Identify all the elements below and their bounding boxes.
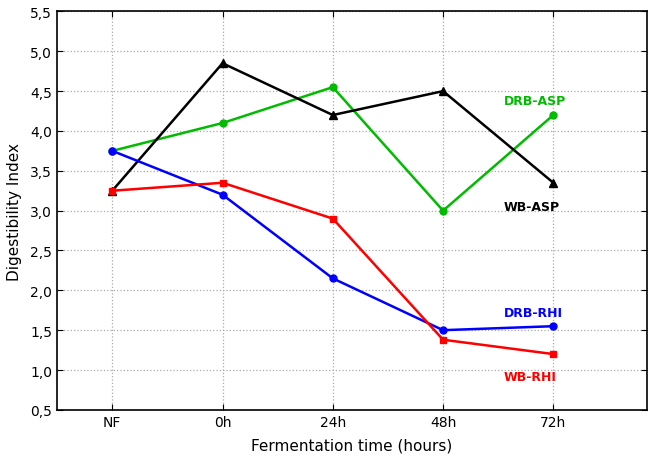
Y-axis label: Digestibility Index: Digestibility Index [7, 142, 22, 280]
Text: DRB-ASP: DRB-ASP [504, 95, 566, 108]
Text: DRB-RHI: DRB-RHI [504, 307, 562, 319]
X-axis label: Fermentation time (hours): Fermentation time (hours) [252, 437, 453, 452]
Text: WB-ASP: WB-ASP [504, 201, 560, 214]
Text: WB-RHI: WB-RHI [504, 370, 557, 383]
